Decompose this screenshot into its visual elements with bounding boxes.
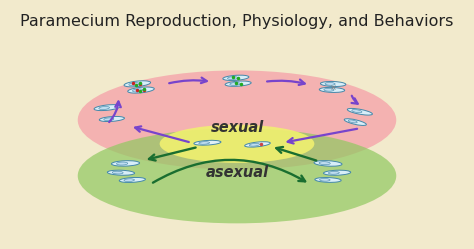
Ellipse shape [245,142,270,147]
Ellipse shape [111,161,139,166]
Ellipse shape [314,161,342,166]
Ellipse shape [124,81,151,87]
Ellipse shape [104,118,114,121]
Ellipse shape [228,77,238,79]
Ellipse shape [78,70,396,170]
Ellipse shape [249,143,260,146]
Ellipse shape [348,120,357,123]
Ellipse shape [119,178,146,183]
Ellipse shape [99,117,125,122]
Ellipse shape [225,81,251,86]
Ellipse shape [319,87,345,92]
Ellipse shape [230,82,240,85]
Ellipse shape [117,162,128,165]
Ellipse shape [99,107,109,110]
Ellipse shape [112,171,123,174]
Ellipse shape [352,110,362,113]
Ellipse shape [319,179,330,181]
Ellipse shape [94,105,120,111]
Ellipse shape [199,142,210,144]
Text: Paramecium Reproduction, Physiology, and Behaviors: Paramecium Reproduction, Physiology, and… [20,14,454,29]
Ellipse shape [344,119,366,125]
Ellipse shape [347,108,373,115]
Ellipse shape [223,75,249,80]
Ellipse shape [124,179,135,182]
Ellipse shape [315,178,341,182]
Ellipse shape [129,83,139,86]
Ellipse shape [133,89,143,92]
Ellipse shape [320,81,346,86]
Text: sexual: sexual [210,120,264,135]
Ellipse shape [319,162,330,165]
Ellipse shape [78,128,396,223]
Ellipse shape [323,170,351,175]
Text: asexual: asexual [205,165,269,180]
Ellipse shape [194,140,221,145]
Ellipse shape [328,172,339,174]
Ellipse shape [325,82,335,85]
Ellipse shape [324,88,334,91]
Ellipse shape [128,87,154,93]
Ellipse shape [160,125,314,163]
Ellipse shape [107,170,135,175]
